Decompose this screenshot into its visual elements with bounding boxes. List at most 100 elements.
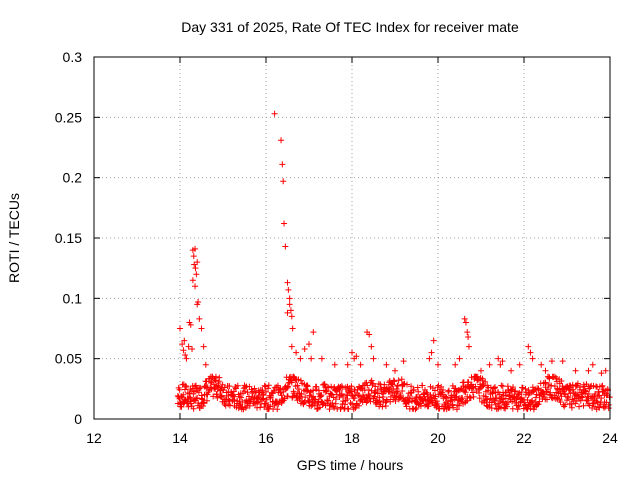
data-point bbox=[257, 397, 264, 404]
data-point bbox=[387, 398, 394, 405]
data-point bbox=[602, 403, 609, 410]
data-point bbox=[286, 295, 293, 302]
data-point bbox=[522, 385, 529, 392]
data-point bbox=[551, 373, 558, 380]
data-point bbox=[344, 361, 351, 368]
data-point bbox=[583, 388, 590, 395]
data-point bbox=[589, 404, 596, 411]
y-tick-label: 0.15 bbox=[55, 230, 82, 246]
data-point bbox=[198, 325, 205, 332]
data-point bbox=[548, 358, 555, 365]
data-point bbox=[242, 384, 249, 391]
data-point bbox=[490, 385, 497, 392]
data-point bbox=[277, 385, 284, 392]
data-point bbox=[430, 337, 437, 344]
data-point bbox=[178, 403, 185, 410]
data-point bbox=[445, 388, 452, 395]
data-point bbox=[231, 397, 238, 404]
data-point bbox=[469, 384, 476, 391]
data-point bbox=[544, 396, 551, 403]
data-point bbox=[189, 277, 196, 284]
data-point bbox=[281, 220, 288, 227]
x-tick-label: 16 bbox=[258, 430, 274, 446]
data-point bbox=[574, 391, 581, 398]
data-point bbox=[379, 403, 386, 410]
data-point bbox=[274, 406, 281, 413]
data-point bbox=[322, 388, 329, 395]
data-point bbox=[193, 271, 200, 278]
data-point bbox=[440, 386, 447, 393]
data-point bbox=[462, 389, 469, 396]
data-point bbox=[470, 393, 477, 400]
data-point bbox=[293, 349, 300, 356]
data-point bbox=[180, 391, 187, 398]
data-point bbox=[288, 379, 295, 386]
data-point bbox=[434, 400, 441, 407]
data-point bbox=[580, 402, 587, 409]
data-point bbox=[330, 403, 337, 410]
data-point bbox=[176, 386, 183, 393]
data-point bbox=[210, 393, 217, 400]
data-point bbox=[404, 381, 411, 388]
data-point bbox=[188, 400, 195, 407]
data-point bbox=[326, 402, 333, 409]
data-point bbox=[260, 395, 267, 402]
data-point bbox=[207, 379, 214, 386]
data-point bbox=[371, 393, 378, 400]
data-point bbox=[562, 401, 569, 408]
data-point bbox=[197, 384, 204, 391]
data-point bbox=[415, 388, 422, 395]
data-point bbox=[185, 343, 192, 350]
data-point bbox=[377, 385, 384, 392]
data-point bbox=[492, 401, 499, 408]
data-point bbox=[190, 253, 197, 260]
data-point bbox=[177, 325, 183, 332]
data-point bbox=[525, 343, 532, 350]
data-point bbox=[301, 346, 308, 353]
data-point bbox=[332, 396, 339, 403]
data-point bbox=[431, 387, 438, 394]
data-point bbox=[212, 373, 219, 380]
y-tick-label: 0.1 bbox=[63, 290, 83, 306]
data-point bbox=[445, 403, 452, 410]
data-point bbox=[295, 386, 302, 393]
data-point bbox=[395, 377, 402, 384]
data-point bbox=[220, 387, 227, 394]
data-point bbox=[467, 395, 474, 402]
data-point bbox=[331, 361, 338, 368]
data-point bbox=[255, 393, 262, 400]
data-point bbox=[367, 398, 374, 405]
data-point bbox=[532, 394, 539, 401]
data-point bbox=[287, 307, 294, 314]
data-point bbox=[329, 400, 336, 407]
x-tick-label: 20 bbox=[430, 430, 446, 446]
data-point bbox=[316, 404, 323, 411]
data-point bbox=[488, 405, 495, 412]
data-point bbox=[422, 386, 429, 393]
data-point bbox=[288, 343, 295, 350]
data-point bbox=[585, 367, 592, 374]
data-point bbox=[392, 397, 399, 404]
x-tick-label: 24 bbox=[602, 430, 618, 446]
data-point bbox=[182, 382, 189, 389]
data-point bbox=[263, 388, 270, 395]
data-point bbox=[401, 380, 408, 387]
data-point bbox=[200, 343, 207, 350]
data-point bbox=[278, 137, 285, 144]
data-point bbox=[423, 389, 430, 396]
data-point bbox=[286, 301, 293, 308]
data-point bbox=[445, 387, 452, 394]
data-point bbox=[198, 395, 205, 402]
data-point bbox=[557, 399, 564, 406]
data-point bbox=[203, 397, 210, 404]
data-point bbox=[297, 355, 304, 362]
data-point bbox=[196, 315, 203, 322]
data-point bbox=[372, 383, 379, 390]
data-point bbox=[323, 387, 330, 394]
y-tick-label: 0 bbox=[74, 411, 82, 427]
data-point bbox=[194, 301, 201, 308]
chart-title: Day 331 of 2025, Rate Of TEC Index for r… bbox=[181, 19, 519, 35]
data-point bbox=[459, 395, 466, 402]
data-point bbox=[438, 383, 445, 390]
data-point bbox=[461, 388, 468, 395]
